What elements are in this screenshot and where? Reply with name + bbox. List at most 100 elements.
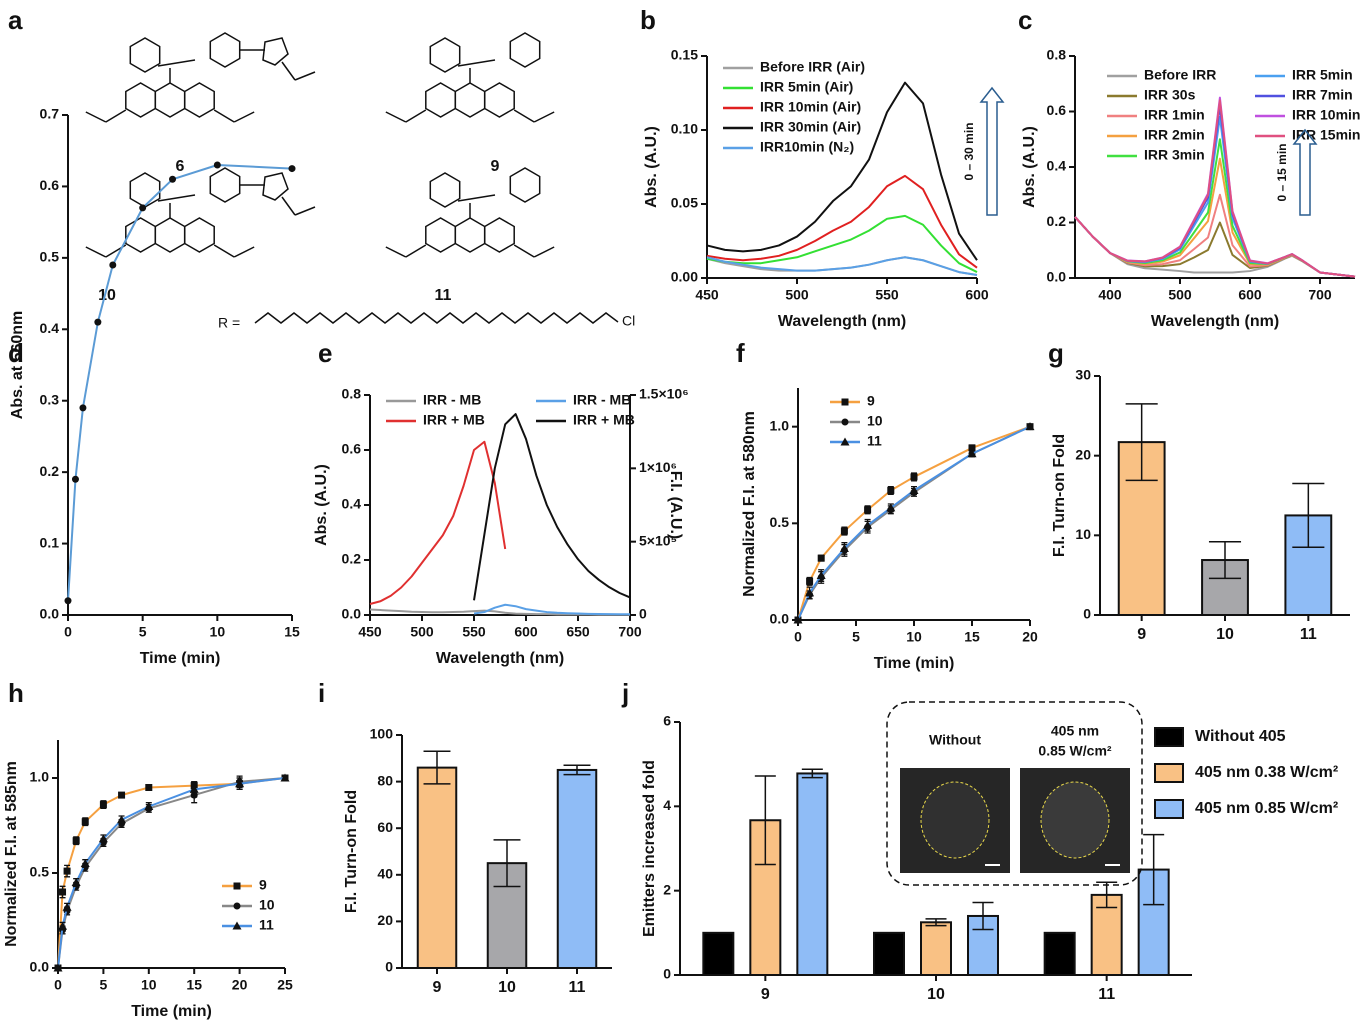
x-tick-label: 0 [54, 977, 62, 993]
bond [294, 71, 316, 81]
compound-label: 10 [98, 287, 116, 304]
x-axis-label: Wavelength (nm) [778, 313, 906, 330]
bond [157, 59, 196, 67]
y-tick-label: 0.3 [40, 391, 60, 407]
x-tick-label: 11 [569, 979, 586, 996]
y-tick-label: 1.0 [770, 417, 790, 433]
y-axis-label: F.I. Turn-on Fold [1051, 434, 1068, 557]
legend-label: IRR 15min [1292, 127, 1360, 143]
error-bar [972, 901, 994, 931]
ring [209, 167, 241, 203]
bar [702, 931, 735, 976]
x-axis-label: Time (min) [874, 655, 955, 672]
y-tick-label: 30 [1075, 367, 1091, 383]
y-tick-label: 0.4 [342, 496, 362, 512]
legend-label: Before IRR (Air) [760, 59, 865, 75]
y-tick-label: 0.10 [671, 121, 698, 137]
legend-label: IRR 10min [1292, 107, 1360, 123]
bar [796, 772, 829, 977]
marker [967, 449, 977, 458]
line-series [473, 603, 630, 616]
x-tick-label: 500 [410, 624, 434, 640]
line-series [57, 777, 286, 969]
ring [429, 37, 461, 73]
x-tick-label: 10 [906, 629, 922, 645]
marker [81, 818, 89, 826]
ring [483, 217, 515, 253]
marker [806, 577, 814, 585]
panel-label: g [1048, 338, 1064, 368]
line-series [1074, 157, 1356, 278]
x-tick-label: 600 [1238, 287, 1262, 303]
bond [385, 246, 407, 258]
bond [105, 109, 127, 123]
line-series [57, 777, 286, 969]
marker [839, 543, 849, 552]
marker [53, 963, 63, 972]
legend-label: 11 [259, 917, 274, 933]
x-tick-label: 400 [1098, 287, 1122, 303]
line-series [797, 425, 1031, 621]
bond [233, 111, 255, 123]
ring [483, 82, 515, 118]
x-tick-label: 20 [1022, 629, 1038, 645]
y-tick-label: 40 [377, 866, 393, 882]
bond [513, 109, 535, 123]
legend-label: 11 [867, 433, 882, 449]
x-tick-label: 5 [100, 977, 108, 993]
marker [189, 784, 199, 793]
ring [454, 82, 486, 118]
error-bar [423, 750, 451, 785]
nucleus-outline [920, 781, 990, 859]
marker [79, 404, 87, 412]
ring [454, 217, 486, 253]
bond [385, 111, 407, 123]
marker [99, 801, 107, 809]
y-tick-label: 0.05 [671, 195, 698, 211]
ring [125, 82, 157, 118]
ring [429, 172, 461, 208]
marker [80, 859, 90, 867]
x-tick-label: 0 [64, 624, 72, 640]
y-axis-label: F.I. Turn-on Fold [343, 790, 360, 913]
line-series [67, 164, 293, 601]
bond [213, 109, 235, 123]
panel-label: c [1018, 5, 1032, 35]
bond [85, 111, 107, 123]
line-series [57, 777, 286, 969]
marker [910, 473, 918, 481]
x-axis-label: Wavelength (nm) [436, 650, 564, 667]
legend-label: 10 [867, 413, 883, 429]
y2-axis-label: F.I. (A.U.) [667, 471, 684, 539]
nucleus-outline [1040, 781, 1110, 859]
legend-label: IRR - MB [573, 392, 631, 408]
bond [294, 206, 316, 216]
y-tick-label: 0.0 [40, 606, 60, 622]
marker [117, 815, 127, 824]
ring [425, 82, 457, 118]
inset-label: 0.85 W/cm² [1038, 743, 1111, 759]
error-bar [1125, 403, 1158, 482]
x-tick-label: 9 [1137, 626, 1146, 643]
ring [183, 217, 215, 253]
ring [154, 82, 186, 118]
legend-label: IRR + MB [573, 412, 635, 428]
line-series [369, 440, 507, 605]
r-group-end: Cl [622, 313, 635, 329]
error-bar [563, 764, 591, 776]
y-tick-label: 60 [377, 819, 393, 835]
marker [144, 802, 154, 810]
marker [840, 437, 850, 446]
marker [886, 503, 896, 512]
panel-label: a [8, 5, 23, 35]
marker [288, 165, 296, 173]
x-tick-label: 550 [462, 624, 486, 640]
y-tick-label: 6 [663, 713, 671, 729]
y-tick-label: 0.2 [40, 463, 60, 479]
x-tick-label: 500 [785, 287, 809, 303]
panel-label: d [8, 338, 24, 368]
annotation: 0 – 30 min [962, 122, 976, 180]
marker [213, 161, 221, 169]
marker [887, 486, 895, 494]
line-series [1074, 99, 1356, 278]
